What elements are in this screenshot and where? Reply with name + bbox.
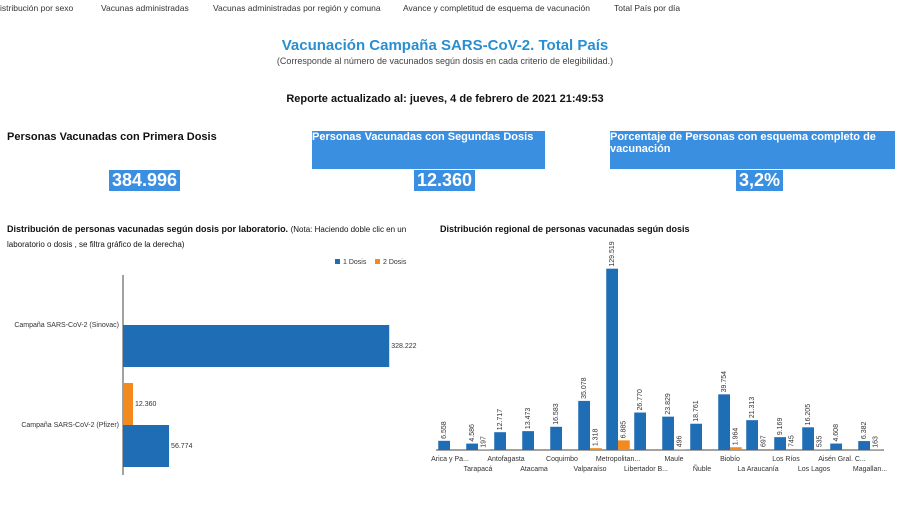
page-subtitle: (Corresponde al número de vacunados segú… [276, 56, 614, 66]
value-label: 21.313 [749, 397, 756, 419]
bar [550, 426, 562, 450]
x-tick-label: Tarapacá [464, 466, 493, 473]
value-label: 16.205 [805, 404, 812, 426]
chart-note: (Nota: Haciendo doble clic en un laborat… [7, 225, 407, 249]
bar [590, 448, 602, 450]
bar [690, 423, 702, 450]
x-tick-label: Arica y Pa... [431, 456, 469, 463]
value-label: 26.770 [637, 389, 644, 411]
kpi-label: Porcentaje de Personas con esquema compl… [610, 131, 895, 169]
bar [662, 416, 674, 450]
x-tick-label: Biobío [720, 456, 740, 463]
bar [674, 449, 686, 450]
nav-tab[interactable]: Total País por día [614, 3, 681, 13]
legend-swatch [335, 259, 340, 264]
bar [830, 443, 842, 450]
value-label: 35.078 [581, 377, 588, 399]
nav-tab[interactable]: Vacunas administradas [101, 3, 189, 13]
value-label: 1.964 [733, 428, 740, 446]
legend-label: 2 Dosis [383, 259, 407, 266]
bar [802, 427, 814, 450]
report-date: Reporte actualizado al: jueves, 4 de feb… [286, 93, 604, 105]
value-label: 697 [761, 435, 768, 447]
bar [522, 431, 534, 450]
value-label: 4.608 [833, 424, 840, 442]
legend-swatch [375, 259, 380, 264]
chart-title: Distribución regional de personas vacuna… [440, 224, 690, 234]
value-label: 496 [677, 436, 684, 448]
value-label: 12.360 [135, 401, 157, 408]
value-label: 4.586 [469, 424, 476, 442]
value-label: 16.583 [553, 403, 560, 425]
nav-tab[interactable]: Vacunas administradas por región y comun… [213, 3, 381, 13]
legend-label: 1 Dosis [343, 259, 367, 266]
x-tick-label: Metropolitan... [596, 456, 640, 463]
x-tick-label: Coquimbo [546, 456, 578, 463]
bar [123, 325, 390, 367]
value-label: 328.222 [391, 343, 416, 350]
value-label: 163 [873, 436, 880, 448]
page-title: Vacunación Campaña SARS-CoV-2. Total Paí… [281, 37, 609, 54]
kpi-label: Personas Vacunadas con Segundas Dosis [312, 131, 545, 169]
bar [578, 400, 590, 450]
x-tick-label: Valparaíso [574, 466, 607, 473]
kpi-value: 3,2% [736, 170, 784, 191]
nav-tab[interactable]: Avance y completitud de esquema de vacun… [403, 3, 590, 13]
value-label: 23.829 [665, 393, 672, 415]
x-tick-label: Aisén Gral. C... [818, 456, 866, 463]
value-label: 197 [481, 436, 488, 448]
chart-heading: Distribución de personas vacunadas según… [7, 222, 417, 252]
kpi-value: 12.360 [414, 170, 476, 191]
value-label: 13.473 [525, 408, 532, 430]
x-tick-label: Ñuble [693, 464, 711, 473]
bar [123, 425, 170, 467]
x-tick-label: Antofagasta [487, 456, 524, 463]
y-tick-label: Campaña SARS-CoV-2 (Sinovac) [14, 322, 119, 329]
x-tick-label: Los Ríos [772, 456, 800, 463]
kpi-value: 384.996 [109, 170, 181, 191]
x-tick-label: Maule [664, 456, 683, 463]
bar [774, 437, 786, 450]
value-label: 6.382 [861, 421, 868, 439]
bar [618, 440, 630, 450]
value-label: 6.558 [441, 421, 448, 439]
value-label: 56.774 [171, 443, 193, 450]
bar [814, 449, 826, 450]
bar [466, 443, 478, 450]
kpi-label: Personas Vacunadas con Primera Dosis [7, 131, 217, 143]
value-label: 1.318 [593, 429, 600, 447]
value-label: 745 [789, 435, 796, 447]
bar [786, 448, 798, 450]
value-label: 18.761 [693, 400, 700, 422]
value-label: 129.519 [609, 241, 616, 266]
x-tick-label: Los Lagos [798, 466, 831, 473]
bar [494, 432, 506, 450]
x-tick-label: Magallan... [853, 466, 887, 473]
value-label: 12.717 [497, 409, 504, 431]
chart-title: Distribución de personas vacunadas según… [7, 224, 289, 234]
bar [634, 412, 646, 450]
bar [730, 447, 742, 450]
bar [123, 383, 134, 425]
x-tick-label: La Araucanía [737, 466, 778, 473]
bar [858, 441, 870, 450]
x-tick-label: Atacama [520, 466, 548, 473]
value-label: 39.754 [721, 371, 728, 393]
value-label: 535 [817, 435, 824, 447]
y-tick-label: Campaña SARS-CoV-2 (Pfizer) [21, 422, 119, 429]
value-label: 6.885 [621, 421, 628, 439]
nav-tab[interactable]: istribución por sexo [0, 3, 74, 13]
x-tick-label: Libertador B... [624, 466, 668, 473]
bar [438, 440, 450, 450]
bar [758, 449, 770, 450]
bar [718, 394, 730, 450]
bar [606, 268, 618, 450]
bar [746, 420, 758, 450]
value-label: 9.169 [777, 418, 784, 436]
